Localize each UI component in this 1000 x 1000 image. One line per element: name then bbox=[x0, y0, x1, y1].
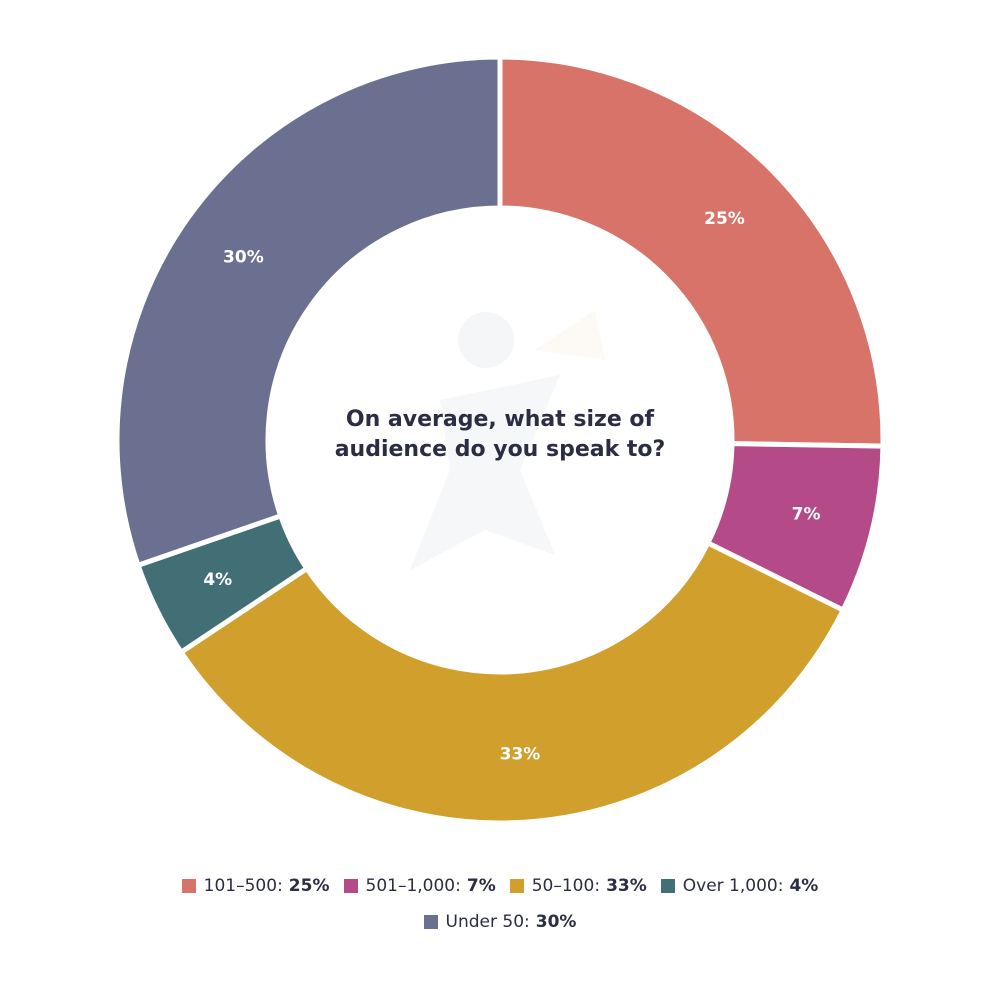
slice-101-500[interactable] bbox=[497, 54, 886, 449]
legend-item-101-500[interactable]: 101–500: 25% bbox=[181, 876, 330, 896]
legend-value: 4% bbox=[789, 876, 819, 896]
legend-label: Over 1,000 bbox=[682, 876, 778, 896]
slice-label-under-50: 30% bbox=[223, 247, 264, 267]
legend-item-501-1000[interactable]: 501–1,000: 7% bbox=[343, 876, 496, 896]
legend-label: 50–100 bbox=[531, 876, 595, 896]
chart-title: On average, what size of audience do you… bbox=[300, 405, 700, 465]
legend-value: 25% bbox=[288, 876, 330, 896]
chart-title-line-1: On average, what size of bbox=[345, 407, 655, 432]
legend-value: 30% bbox=[535, 912, 577, 932]
legend-swatch bbox=[660, 879, 675, 893]
legend-label: Under 50 bbox=[445, 912, 525, 932]
slices-group bbox=[114, 54, 886, 826]
slice-50-100[interactable] bbox=[178, 540, 846, 826]
legend-swatch bbox=[423, 915, 438, 929]
center-watermark bbox=[410, 310, 605, 570]
slice-label-101-500: 25% bbox=[704, 209, 745, 229]
legend-item-over-1000[interactable]: Over 1,000: 4% bbox=[660, 876, 819, 896]
legend-item-under-50[interactable]: Under 50: 30% bbox=[423, 912, 577, 932]
legend-value: 33% bbox=[606, 876, 647, 896]
watermark-triangle bbox=[535, 310, 605, 360]
legend-swatch bbox=[181, 879, 196, 893]
donut-chart: 25% 7% 33% 4% 30% bbox=[114, 54, 886, 826]
slice-under-50[interactable] bbox=[114, 54, 503, 568]
slice-label-50-100: 33% bbox=[500, 744, 541, 764]
slice-label-501-1-000: 7% bbox=[792, 504, 821, 524]
legend: 101–500: 25% 501–1,000: 7% 50–100: 33% O… bbox=[100, 876, 900, 932]
slice-label-over-1-000: 4% bbox=[203, 570, 232, 590]
chart-title-line-2: audience do you speak to? bbox=[334, 437, 666, 462]
slice-labels-group: 25% 7% 33% 4% 30% bbox=[203, 209, 820, 764]
legend-value: 7% bbox=[466, 876, 496, 896]
legend-swatch bbox=[343, 879, 358, 893]
legend-swatch bbox=[509, 879, 524, 893]
legend-item-50-100[interactable]: 50–100: 33% bbox=[509, 876, 647, 896]
legend-label: 501–1,000 bbox=[365, 876, 456, 896]
legend-label: 101–500 bbox=[203, 876, 278, 896]
